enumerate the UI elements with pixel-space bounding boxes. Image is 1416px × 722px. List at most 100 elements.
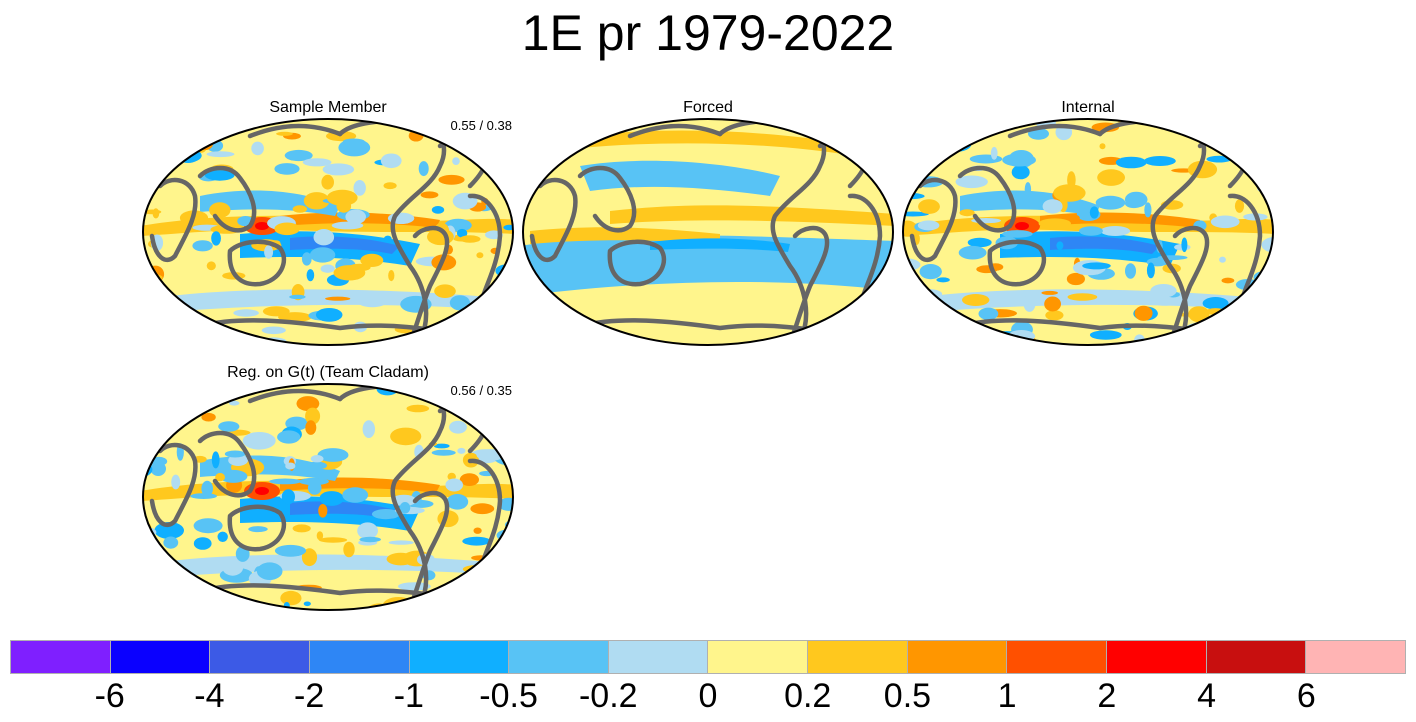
field-blob [246,509,274,521]
field-blob [228,400,240,406]
field-blob [301,252,312,266]
field-band [580,160,780,196]
field-blob [215,473,225,482]
field-blob [289,294,306,300]
field-blob [462,536,491,546]
field-blob [143,181,153,200]
field-blob [1082,262,1111,270]
colorbar-box [409,641,510,673]
field-blob [285,462,296,470]
colorbar-tick-label: 6 [1296,677,1316,715]
map-border [142,383,514,611]
field-blob [280,590,302,606]
field-blob [148,577,157,585]
field-blob [248,526,268,533]
field-blob [1099,143,1106,150]
field-blob [1150,284,1177,298]
panel-internal: Internal [900,98,1276,358]
coastline [247,388,343,404]
field-blob [154,609,186,610]
field-blob [1208,139,1242,149]
field-blob [371,509,401,520]
colorbar-box [210,641,310,673]
field-blob [222,558,244,576]
colorbar-tick-label: 0 [698,677,718,715]
field-blob [1024,182,1032,197]
field-band [530,227,720,244]
field-blob [303,192,330,210]
field-blob [317,448,349,462]
coastline [607,239,667,287]
field-blob [1181,237,1188,253]
colorbar-box [110,641,211,673]
field-blob [292,205,308,213]
field-blob [1152,296,1177,306]
field-blob [163,536,179,549]
field-blob [322,163,355,176]
field-blob [150,599,165,608]
field-blob [463,599,493,606]
colorbar-box [309,641,410,673]
field-blob [201,412,216,422]
field-blob [269,478,302,485]
panel-sample-member: Sample Member 0.55 / 0.38 [140,98,516,358]
field-blob [359,536,381,543]
field-blob [143,165,155,178]
field-blob [302,158,332,167]
field-blob [925,319,952,328]
field-blob [438,174,465,185]
field-blob [353,180,366,196]
field-blob [498,497,513,511]
coastline [409,490,450,606]
field-blob [163,132,194,141]
field-blob [1125,263,1136,279]
field-blob [233,309,259,317]
field-blob [256,562,283,580]
field-blob [925,335,949,345]
field-blob [206,261,216,271]
field-blob [370,119,379,122]
field-hotspot [255,487,269,495]
field-blob [1221,277,1235,284]
field-blob [431,206,445,214]
colorbar-tick-label: -2 [294,677,325,715]
field-blob [1067,293,1098,301]
field-blob [467,119,496,125]
field-blob [143,147,166,166]
field-blob [1097,169,1125,186]
field-blob [309,247,336,263]
field-blob [296,396,320,412]
field-blob [281,489,295,505]
field-blob [1261,236,1273,253]
field-blob [459,235,481,243]
map-border [522,118,894,346]
field-blob [187,591,214,601]
field-blob [388,270,395,282]
field-blob [386,552,415,566]
field-blob [193,537,212,550]
field-blob [470,584,495,595]
field-blob [1188,306,1210,323]
field-blob [305,420,317,435]
field-blob [1124,191,1148,208]
field-blob [936,277,950,283]
field-blob [445,478,464,492]
field-blob [362,420,375,438]
field-blob [380,153,402,169]
field-blob [318,537,348,543]
panel-title: Reg. on G(t) (Team Cladam) [227,364,429,381]
coastline [197,430,257,498]
chart-title: 1E pr 1979-2022 [521,5,895,61]
field-blob [176,146,201,163]
panel-stat: 0.56 / 0.35 [450,383,512,398]
field-blob [193,518,223,534]
coastline [149,442,198,528]
field-blob [398,582,431,591]
field-blob [1089,206,1099,219]
coastline [847,193,883,309]
field-blob [434,284,456,298]
field-blob [224,450,246,458]
field-band [650,238,790,252]
field-blob [465,322,486,328]
field-blob [905,325,924,338]
